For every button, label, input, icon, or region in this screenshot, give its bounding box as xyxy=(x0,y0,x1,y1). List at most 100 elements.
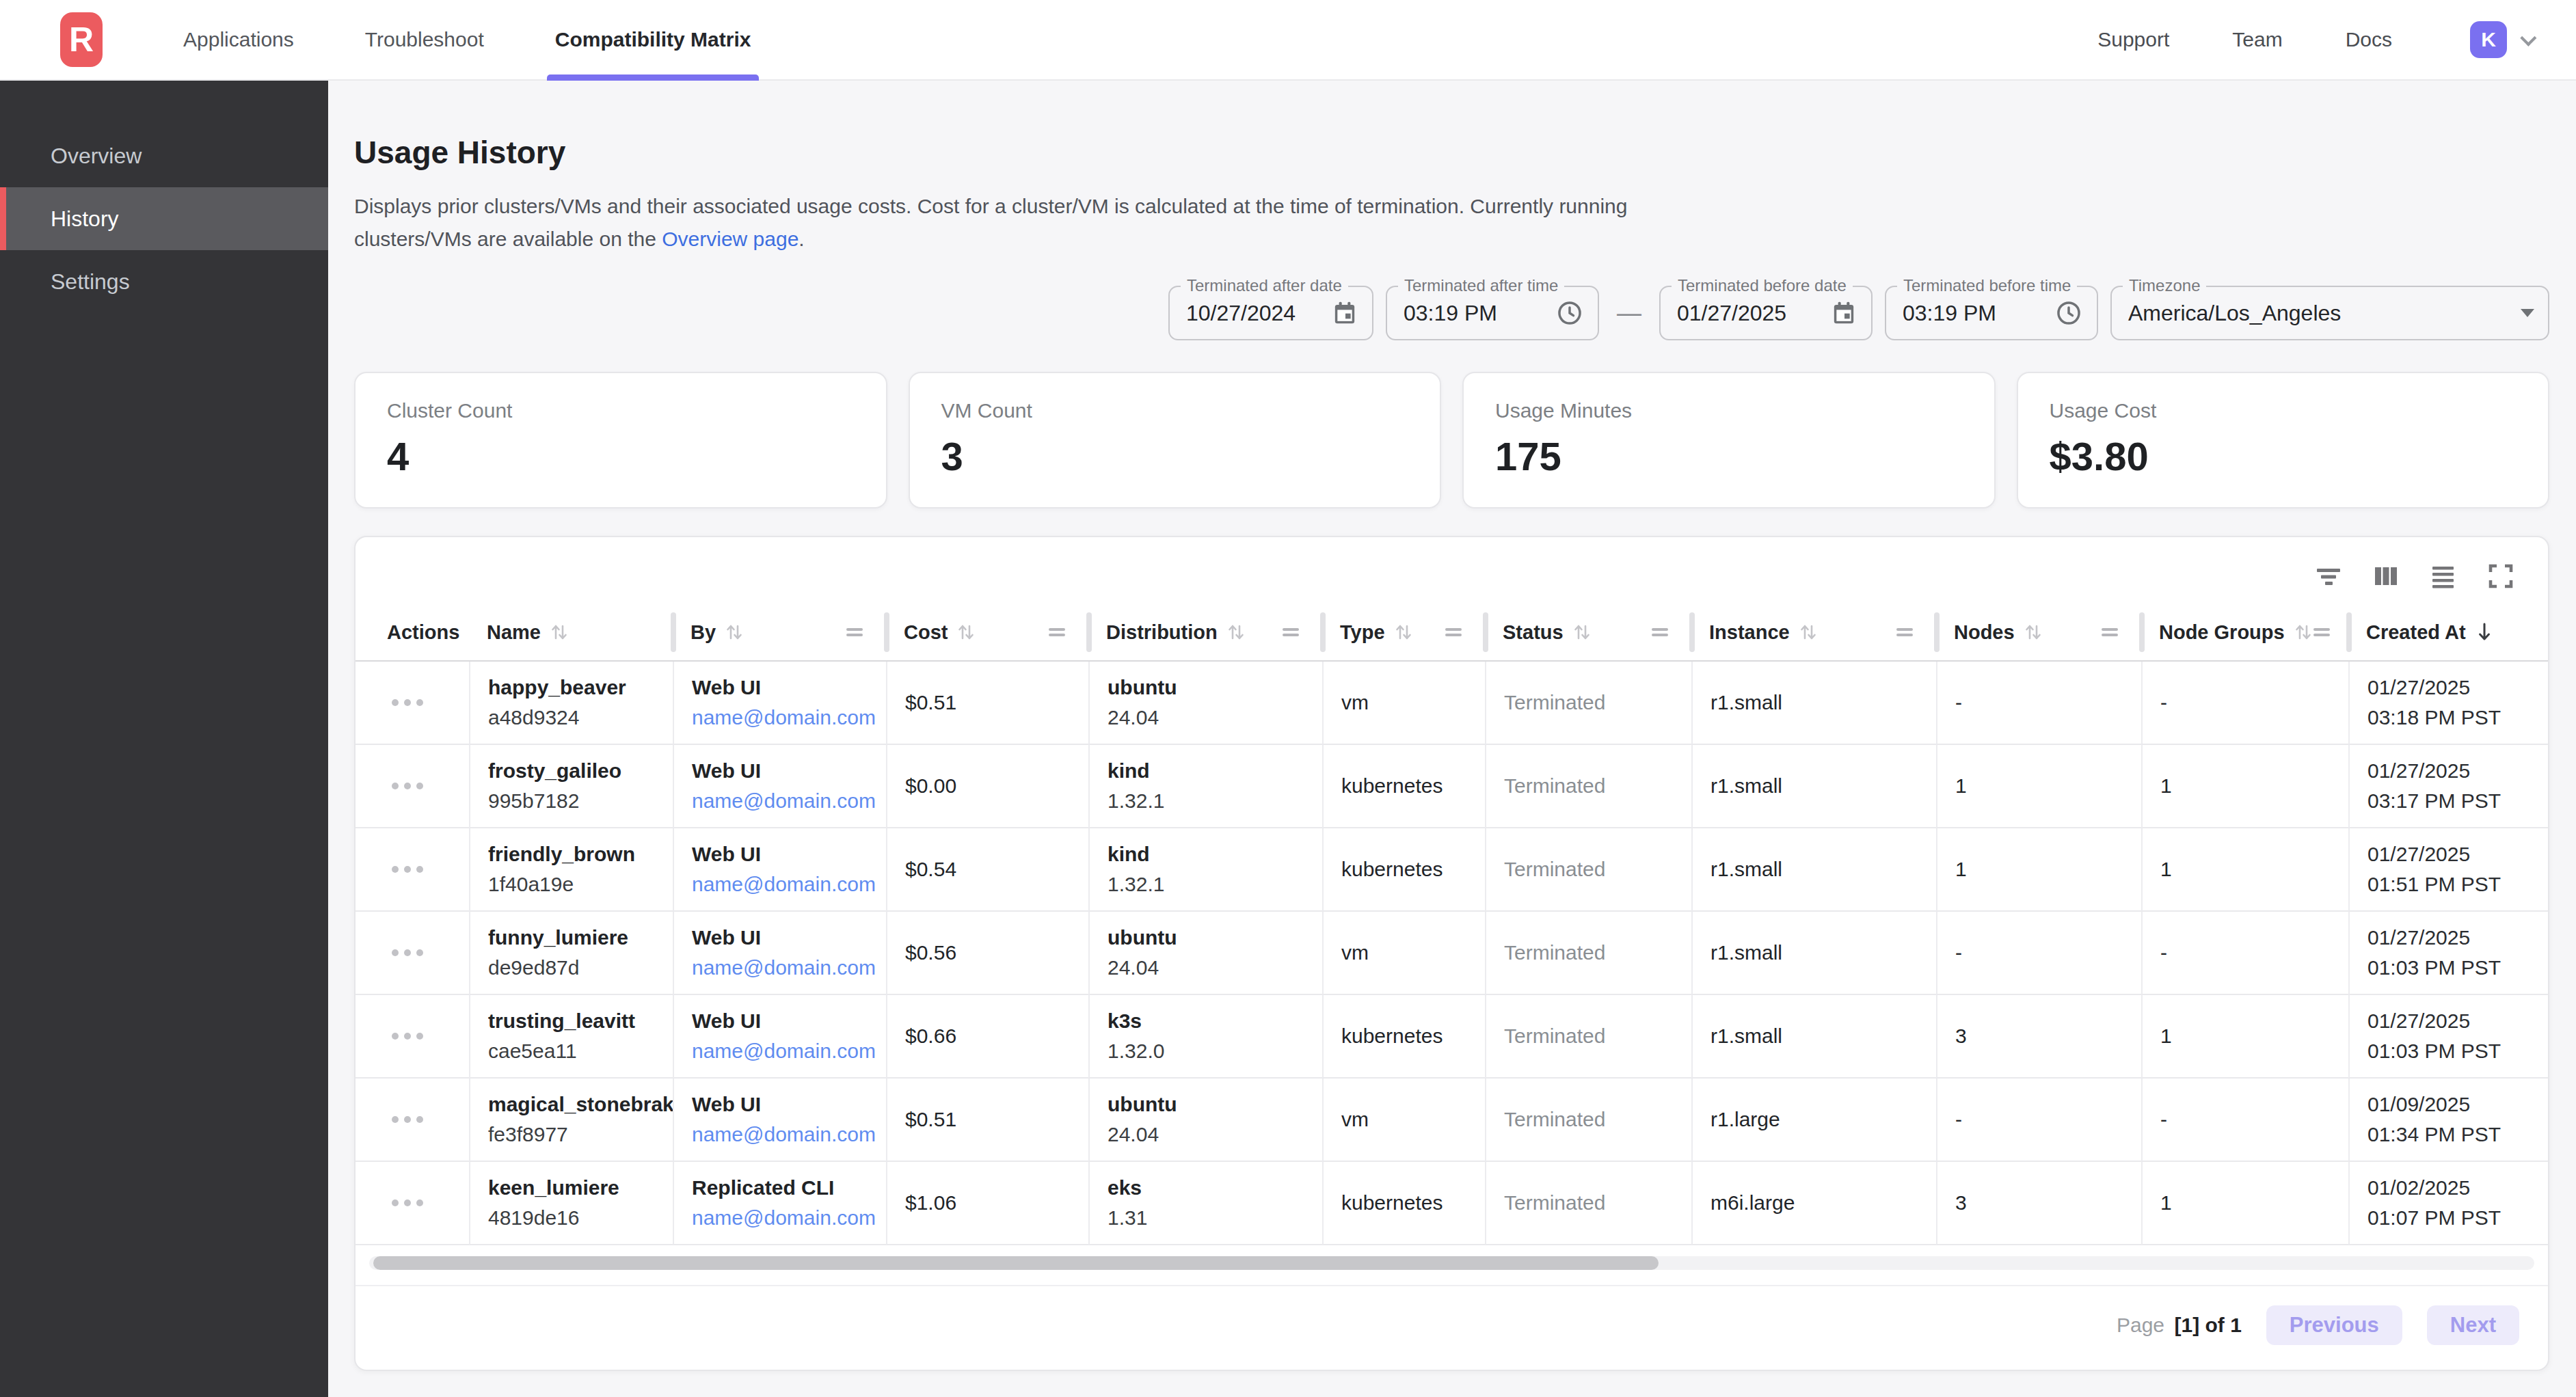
calendar-icon xyxy=(1331,299,1358,327)
cell-instance: r1.large xyxy=(1691,1079,1936,1162)
column-header-type[interactable]: Type xyxy=(1322,604,1485,662)
fullscreen-button[interactable] xyxy=(2482,558,2519,595)
cell-created-at: 01/02/202501:07 PM PST xyxy=(2348,1162,2548,1245)
column-divider[interactable] xyxy=(1086,612,1092,652)
column-drag-handle-icon[interactable] xyxy=(1896,625,1913,639)
column-divider[interactable] xyxy=(2346,612,2352,652)
cluster-id: a48d9324 xyxy=(488,703,663,733)
row-actions-button[interactable] xyxy=(389,699,426,706)
column-header-by[interactable]: By xyxy=(673,604,886,662)
calendar-icon xyxy=(1830,299,1857,327)
email-link[interactable]: name@domain.com xyxy=(692,1120,876,1150)
column-divider[interactable] xyxy=(1320,612,1326,652)
row-actions-button[interactable] xyxy=(389,1033,426,1040)
row-actions-button[interactable] xyxy=(389,783,426,789)
column-divider[interactable] xyxy=(884,612,889,652)
terminated-before-time-input[interactable]: Terminated before time 03:19 PM xyxy=(1885,286,2098,340)
scrollbar-thumb[interactable] xyxy=(373,1256,1659,1270)
row-actions-button[interactable] xyxy=(389,866,426,873)
column-header-cost[interactable]: Cost xyxy=(886,604,1088,662)
nav-link-docs[interactable]: Docs xyxy=(2346,28,2392,51)
horizontal-scrollbar[interactable] xyxy=(369,1256,2534,1270)
account-menu[interactable]: K xyxy=(2470,21,2532,58)
cell-nodes: - xyxy=(1936,662,2141,745)
distribution-name: eks xyxy=(1108,1173,1313,1203)
column-drag-handle-icon[interactable] xyxy=(846,625,863,639)
column-header-node-groups[interactable]: Node Groups xyxy=(2141,604,2348,662)
email-link[interactable]: name@domain.com xyxy=(692,953,876,983)
columns-button[interactable] xyxy=(2367,558,2404,595)
stat-cards: Cluster Count 4 VM Count 3 Usage Minutes… xyxy=(354,372,2549,508)
sidebar: Overview History Settings xyxy=(0,81,328,1397)
cell-status: Terminated xyxy=(1485,912,1691,995)
sort-icon xyxy=(1393,621,1414,644)
tab-troubleshoot[interactable]: Troubleshoot xyxy=(361,0,488,79)
column-divider[interactable] xyxy=(1689,612,1695,652)
column-header-instance[interactable]: Instance xyxy=(1691,604,1936,662)
column-drag-handle-icon[interactable] xyxy=(1445,625,1462,639)
terminated-before-date-input[interactable]: Terminated before date 01/27/2025 xyxy=(1659,286,1873,340)
filter-bar: Terminated after date 10/27/2024 Termina… xyxy=(354,286,2549,340)
tab-compatibility-matrix[interactable]: Compatibility Matrix xyxy=(551,0,755,79)
cell-created-at: 01/09/202501:34 PM PST xyxy=(2348,1079,2548,1162)
previous-page-button[interactable]: Previous xyxy=(2266,1305,2402,1345)
distribution-name: kind xyxy=(1108,839,1313,869)
sort-icon xyxy=(549,621,569,644)
nav-link-support[interactable]: Support xyxy=(2097,28,2169,51)
overview-page-link[interactable]: Overview page xyxy=(662,228,799,250)
column-drag-handle-icon[interactable] xyxy=(2102,625,2118,639)
row-actions-button[interactable] xyxy=(389,1199,426,1206)
cell-distribution: ubuntu24.04 xyxy=(1088,662,1322,745)
terminated-after-date-input[interactable]: Terminated after date 10/27/2024 xyxy=(1168,286,1373,340)
column-header-nodes[interactable]: Nodes xyxy=(1936,604,2141,662)
sort-icon xyxy=(956,621,976,644)
column-header-distribution[interactable]: Distribution xyxy=(1088,604,1322,662)
cell-name: trusting_leavittcae5ea11 xyxy=(469,995,673,1079)
cell-nodes: 3 xyxy=(1936,1162,2141,1245)
filter-button[interactable] xyxy=(2310,558,2347,595)
replicated-logo[interactable]: R xyxy=(60,12,103,67)
cell-distribution: ubuntu24.04 xyxy=(1088,1079,1322,1162)
next-page-button[interactable]: Next xyxy=(2427,1305,2519,1345)
chevron-down-icon[interactable] xyxy=(2520,29,2536,46)
email-link[interactable]: name@domain.com xyxy=(692,869,876,899)
column-divider[interactable] xyxy=(1934,612,1940,652)
email-link[interactable]: name@domain.com xyxy=(692,703,876,733)
avatar[interactable]: K xyxy=(2470,21,2507,58)
cell-status: Terminated xyxy=(1485,995,1691,1079)
usage-table-card: ActionsNameByCostDistributionTypeStatusI… xyxy=(354,536,2549,1371)
cell-nodes: 3 xyxy=(1936,995,2141,1079)
cluster-name: frosty_galileo xyxy=(488,756,663,786)
sidebar-item-history[interactable]: History xyxy=(0,187,328,250)
sidebar-item-settings[interactable]: Settings xyxy=(0,250,328,313)
column-divider[interactable] xyxy=(2139,612,2145,652)
column-drag-handle-icon[interactable] xyxy=(1652,625,1668,639)
distribution-version: 1.32.1 xyxy=(1108,869,1313,899)
column-drag-handle-icon[interactable] xyxy=(2313,625,2330,639)
cell-by: Web UIname@domain.com xyxy=(673,912,886,995)
stat-usage-minutes: Usage Minutes 175 xyxy=(1462,372,1996,508)
column-header-created-at[interactable]: Created At xyxy=(2348,604,2548,662)
cell-created-at: 01/27/202501:03 PM PST xyxy=(2348,912,2548,995)
terminated-after-time-input[interactable]: Terminated after time 03:19 PM xyxy=(1386,286,1599,340)
nav-link-team[interactable]: Team xyxy=(2232,28,2282,51)
column-divider[interactable] xyxy=(1483,612,1488,652)
cell-status: Terminated xyxy=(1485,662,1691,745)
tab-applications[interactable]: Applications xyxy=(179,0,298,79)
column-divider[interactable] xyxy=(671,612,676,652)
column-drag-handle-icon[interactable] xyxy=(1049,625,1065,639)
email-link[interactable]: name@domain.com xyxy=(692,786,876,816)
email-link[interactable]: name@domain.com xyxy=(692,1036,876,1066)
distribution-name: ubuntu xyxy=(1108,1089,1313,1120)
column-header-status[interactable]: Status xyxy=(1485,604,1691,662)
email-link[interactable]: name@domain.com xyxy=(692,1203,876,1233)
cluster-id: cae5ea11 xyxy=(488,1036,663,1066)
density-button[interactable] xyxy=(2425,558,2462,595)
row-actions-button[interactable] xyxy=(389,949,426,956)
sort-icon xyxy=(2293,621,2313,644)
sidebar-item-overview[interactable]: Overview xyxy=(0,124,328,187)
column-drag-handle-icon[interactable] xyxy=(1283,625,1299,639)
timezone-select[interactable]: Timezone America/Los_Angeles xyxy=(2110,286,2549,340)
column-header-name[interactable]: Name xyxy=(469,604,673,662)
row-actions-button[interactable] xyxy=(389,1116,426,1123)
